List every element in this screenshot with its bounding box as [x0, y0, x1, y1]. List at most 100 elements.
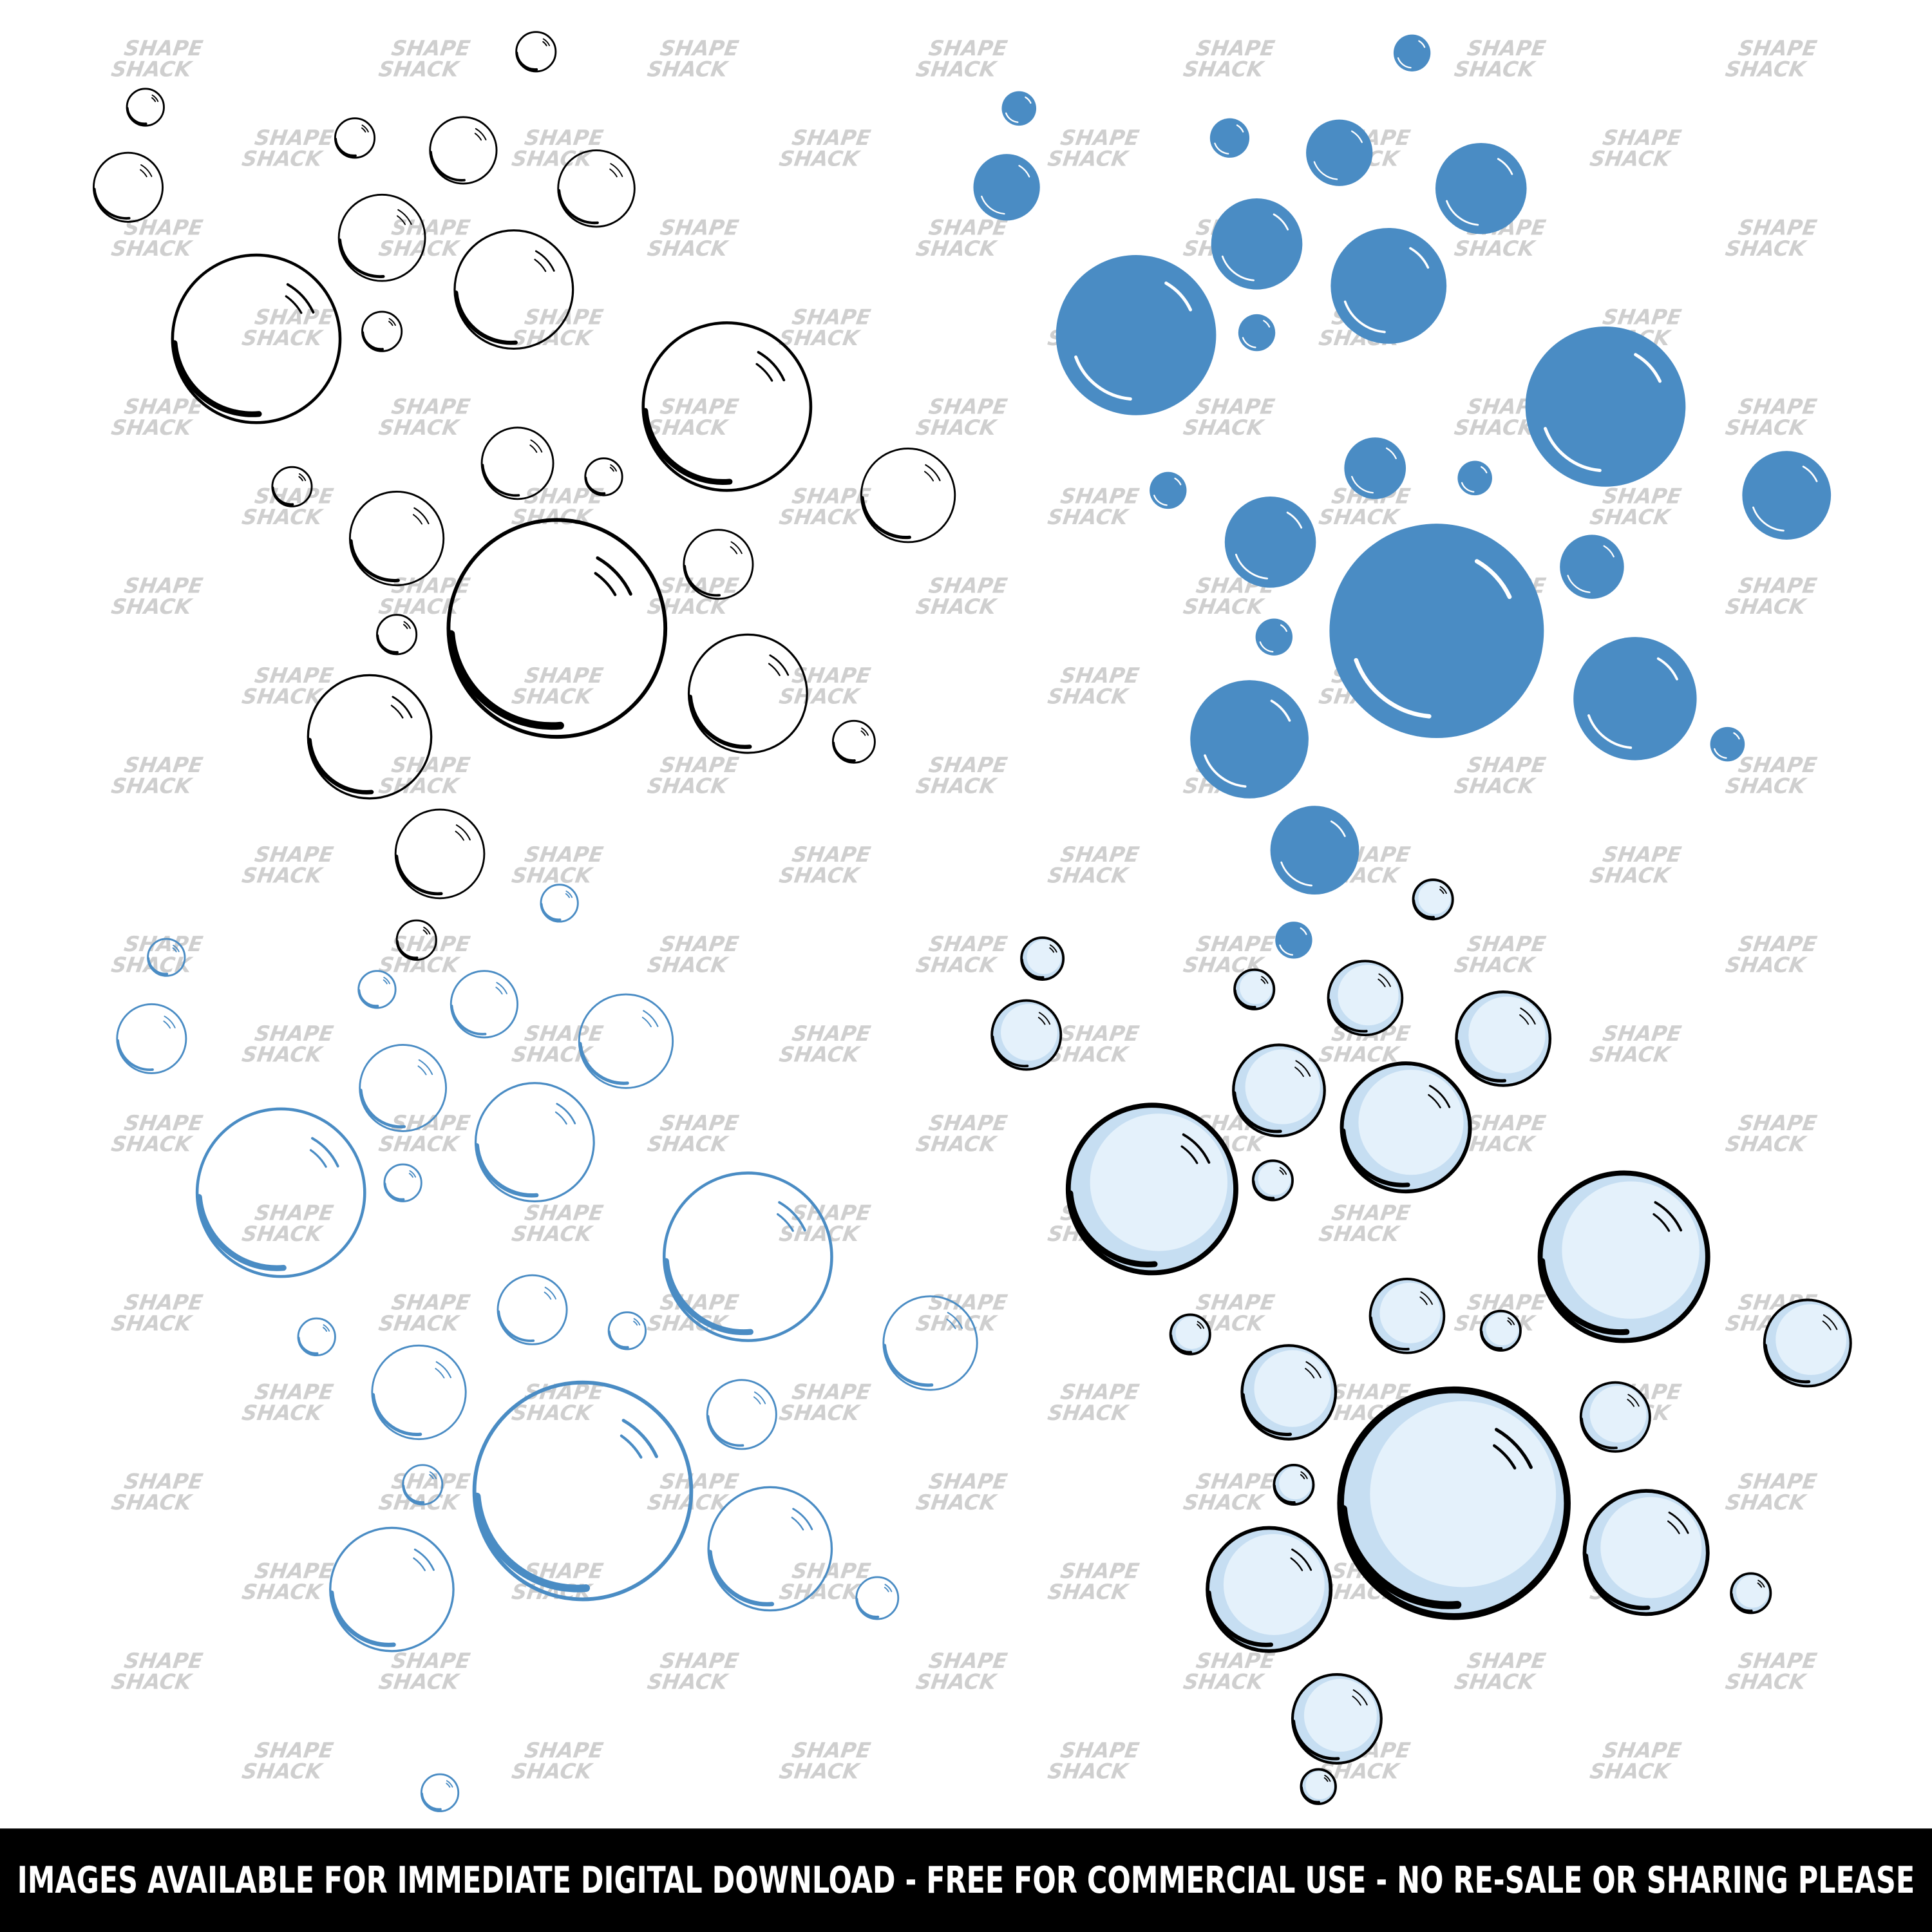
bubble-outline	[371, 1344, 467, 1441]
bubble-shadow	[708, 1549, 775, 1607]
bubble-shine	[730, 541, 743, 554]
watermark-line: SHAPE	[1737, 395, 1819, 419]
watermark-line: SHAPE	[1601, 305, 1683, 330]
bubble	[1337, 1386, 1571, 1620]
watermark-line: SHACK	[377, 57, 462, 82]
bubble-shine	[1733, 732, 1740, 740]
bubble-inner	[1254, 1350, 1331, 1427]
bubble-shadow	[371, 1393, 422, 1436]
bubble	[1412, 878, 1454, 921]
bubble-inner	[1600, 1497, 1702, 1598]
bubble-shine	[621, 1419, 658, 1459]
bubble	[337, 193, 426, 282]
watermark-line: SHAPE	[390, 753, 471, 777]
bubble-shine	[309, 1149, 327, 1168]
watermark-line: SHAPE	[1466, 1111, 1548, 1135]
bubble-highlight	[1752, 506, 1785, 532]
watermark-line: SHACK	[240, 1401, 325, 1425]
bubble-body	[1525, 327, 1686, 487]
watermark-line: SHAPE	[253, 305, 335, 330]
bubble-shadow	[1252, 1180, 1275, 1200]
watermark-line: SHACK	[1182, 57, 1267, 82]
bubble-shine	[418, 1059, 433, 1075]
bubble	[271, 466, 313, 507]
bubble-shine	[140, 169, 147, 178]
bubble-outline	[860, 447, 956, 544]
bubble-shine	[361, 127, 366, 133]
watermark-line: SHACK	[1724, 594, 1809, 619]
watermark-line: SHAPE	[122, 215, 204, 240]
bubble	[1537, 1170, 1710, 1343]
bubble	[1255, 618, 1293, 656]
bubble-shine	[495, 987, 503, 995]
bubble-shine	[861, 727, 869, 736]
bubble	[1273, 1463, 1315, 1506]
bubble	[855, 1576, 900, 1620]
watermark-line: SHACK	[777, 1759, 862, 1784]
watermark-line: SHACK	[646, 236, 731, 261]
bubble	[1238, 314, 1276, 352]
bubble-shine	[1350, 130, 1363, 144]
bubble-outline	[195, 1107, 366, 1278]
watermark-line: SHAPE	[1059, 1559, 1141, 1584]
bubble-inner	[1223, 1534, 1325, 1635]
bubble-shine	[753, 1396, 761, 1405]
bubble-outline	[474, 1082, 595, 1203]
watermark-line: SHACK	[377, 953, 462, 978]
bubble	[1730, 1572, 1772, 1615]
bubble-shine	[1290, 1557, 1303, 1571]
banner-text: IMAGES AVAILABLE FOR IMMEDIATE DIGITAL D…	[17, 1859, 1915, 1902]
watermark-line: SHAPE	[122, 1470, 204, 1494]
bubble-shine	[413, 1548, 435, 1571]
bubble-shadow	[1170, 1334, 1193, 1354]
bubble-shine	[535, 250, 555, 272]
bubble-shine	[1822, 1320, 1832, 1331]
bubble-body	[1573, 637, 1697, 761]
bubble-shine	[791, 1517, 804, 1531]
bubble-shine	[1654, 1201, 1683, 1232]
watermark-line: SHACK	[646, 774, 731, 799]
bubble-shine	[633, 1320, 638, 1326]
bubble-shine	[1025, 96, 1032, 104]
bubble-body	[1344, 437, 1406, 499]
watermark-line: SHAPE	[1195, 1291, 1276, 1315]
bubble-body	[1238, 314, 1276, 352]
bubble-shadow	[475, 1143, 539, 1198]
bubble-highlight	[1221, 255, 1255, 281]
bubble	[297, 1317, 336, 1357]
bubble-shine	[1409, 247, 1430, 269]
watermark-line: SHACK	[1453, 953, 1538, 978]
watermark-line: SHACK	[914, 774, 999, 799]
bubble-shine	[769, 654, 790, 676]
watermark-line: SHACK	[1724, 236, 1809, 261]
bubble-shine	[1018, 165, 1030, 178]
bubble-shine	[544, 1291, 552, 1300]
watermark-line: SHAPE	[253, 1380, 335, 1405]
bubble	[376, 614, 418, 656]
watermark-line: SHAPE	[523, 1021, 605, 1046]
bubble-shine	[1305, 1368, 1315, 1379]
bubble-shadow	[663, 1258, 753, 1336]
watermark-line: SHAPE	[253, 1559, 335, 1584]
bubble-highlight	[1544, 426, 1602, 472]
bubble-body	[1211, 198, 1303, 290]
bubble-body	[1209, 118, 1250, 158]
watermark-line: SHACK	[109, 1490, 194, 1515]
bubble-shine	[1428, 1094, 1441, 1109]
watermark-line: SHAPE	[390, 215, 471, 240]
watermark-line: SHAPE	[1059, 1380, 1141, 1405]
watermark-line: SHACK	[377, 1311, 462, 1336]
